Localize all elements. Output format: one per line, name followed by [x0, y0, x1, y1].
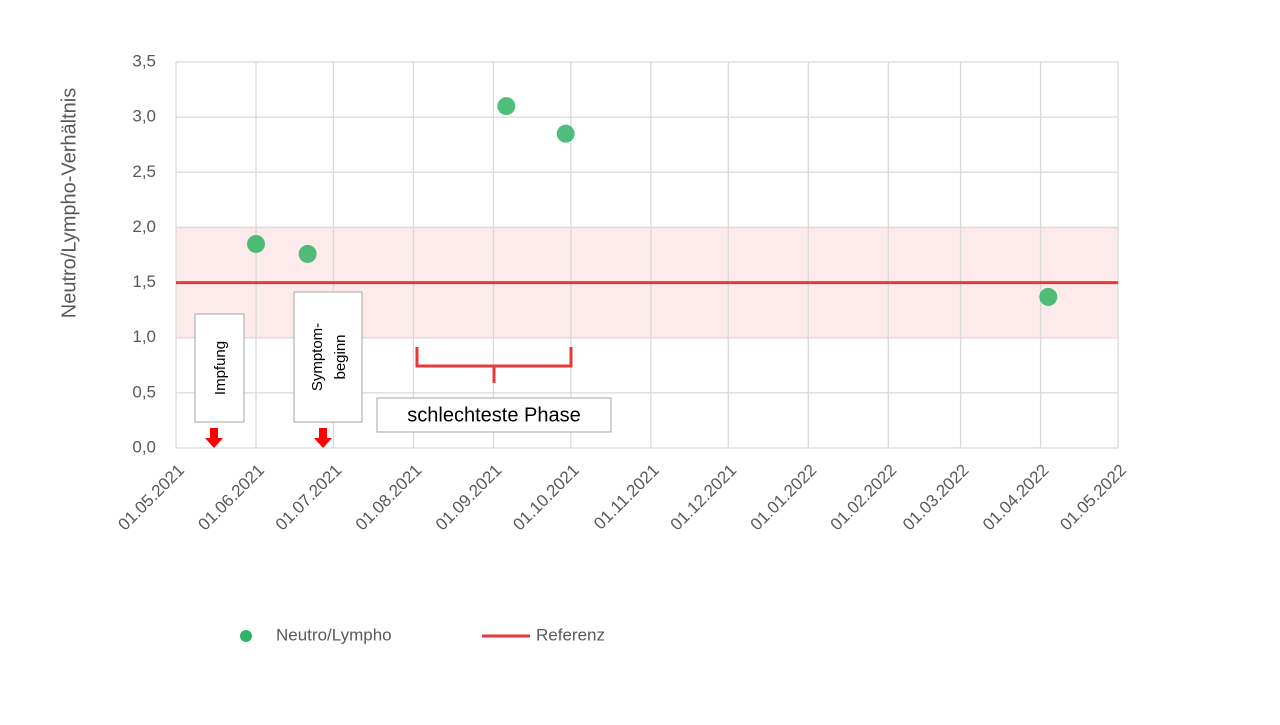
x-tick-label: 01.02.2022 — [827, 461, 901, 535]
x-tick-label: 01.12.2021 — [667, 461, 741, 535]
y-tick-label: 3,0 — [132, 107, 156, 126]
x-tick-label: 01.01.2022 — [747, 461, 821, 535]
x-tick-label: 01.11.2021 — [590, 461, 663, 534]
data-point — [556, 124, 575, 143]
y-tick-label: 2,5 — [132, 162, 156, 181]
x-tick-label: 01.06.2021 — [194, 461, 268, 535]
y-tick-label: 1,5 — [132, 272, 156, 291]
x-tick-label: 01.05.2022 — [1056, 461, 1130, 535]
x-tick-label: 01.08.2021 — [352, 461, 426, 535]
legend-label: Neutro/Lympho — [276, 625, 392, 644]
y-axis-title: Neutro/Lympho-Verhältnis — [58, 88, 80, 319]
bracket — [415, 347, 573, 383]
annotation-text: Impfung — [212, 341, 229, 395]
annotation-box — [293, 291, 363, 423]
arrow — [314, 428, 332, 448]
annotation-box — [194, 313, 245, 423]
x-tick-label: 01.10.2021 — [509, 461, 583, 535]
annotation-text: Symptom- — [309, 323, 326, 391]
x-tick-label: 01.09.2021 — [432, 461, 506, 535]
data-point — [497, 97, 516, 116]
y-tick-label: 0,0 — [132, 437, 156, 456]
annotations: Impfung Symptom- beginn schlechteste Pha… — [194, 291, 612, 448]
arrow — [205, 428, 223, 448]
legend-marker — [240, 630, 252, 642]
x-tick-label: 01.03.2022 — [899, 461, 973, 535]
x-tick-label: 01.07.2021 — [272, 461, 346, 535]
annotation-box — [376, 397, 612, 433]
x-tick-label: 01.04.2022 — [979, 461, 1053, 535]
data-point — [247, 234, 266, 253]
y-tick-label: 0,5 — [132, 382, 156, 401]
y-tick-label: 2,0 — [132, 217, 156, 236]
legend-label: Referenz — [536, 625, 605, 644]
y-tick-label: 1,0 — [132, 327, 156, 346]
x-tick-label: 01.05.2021 — [114, 461, 188, 535]
data-point — [1039, 287, 1058, 306]
annotation-text: schlechteste Phase — [407, 404, 580, 426]
data-point — [298, 244, 317, 263]
y-tick-label: 3,5 — [132, 51, 156, 70]
annotation-text: beginn — [332, 334, 349, 379]
